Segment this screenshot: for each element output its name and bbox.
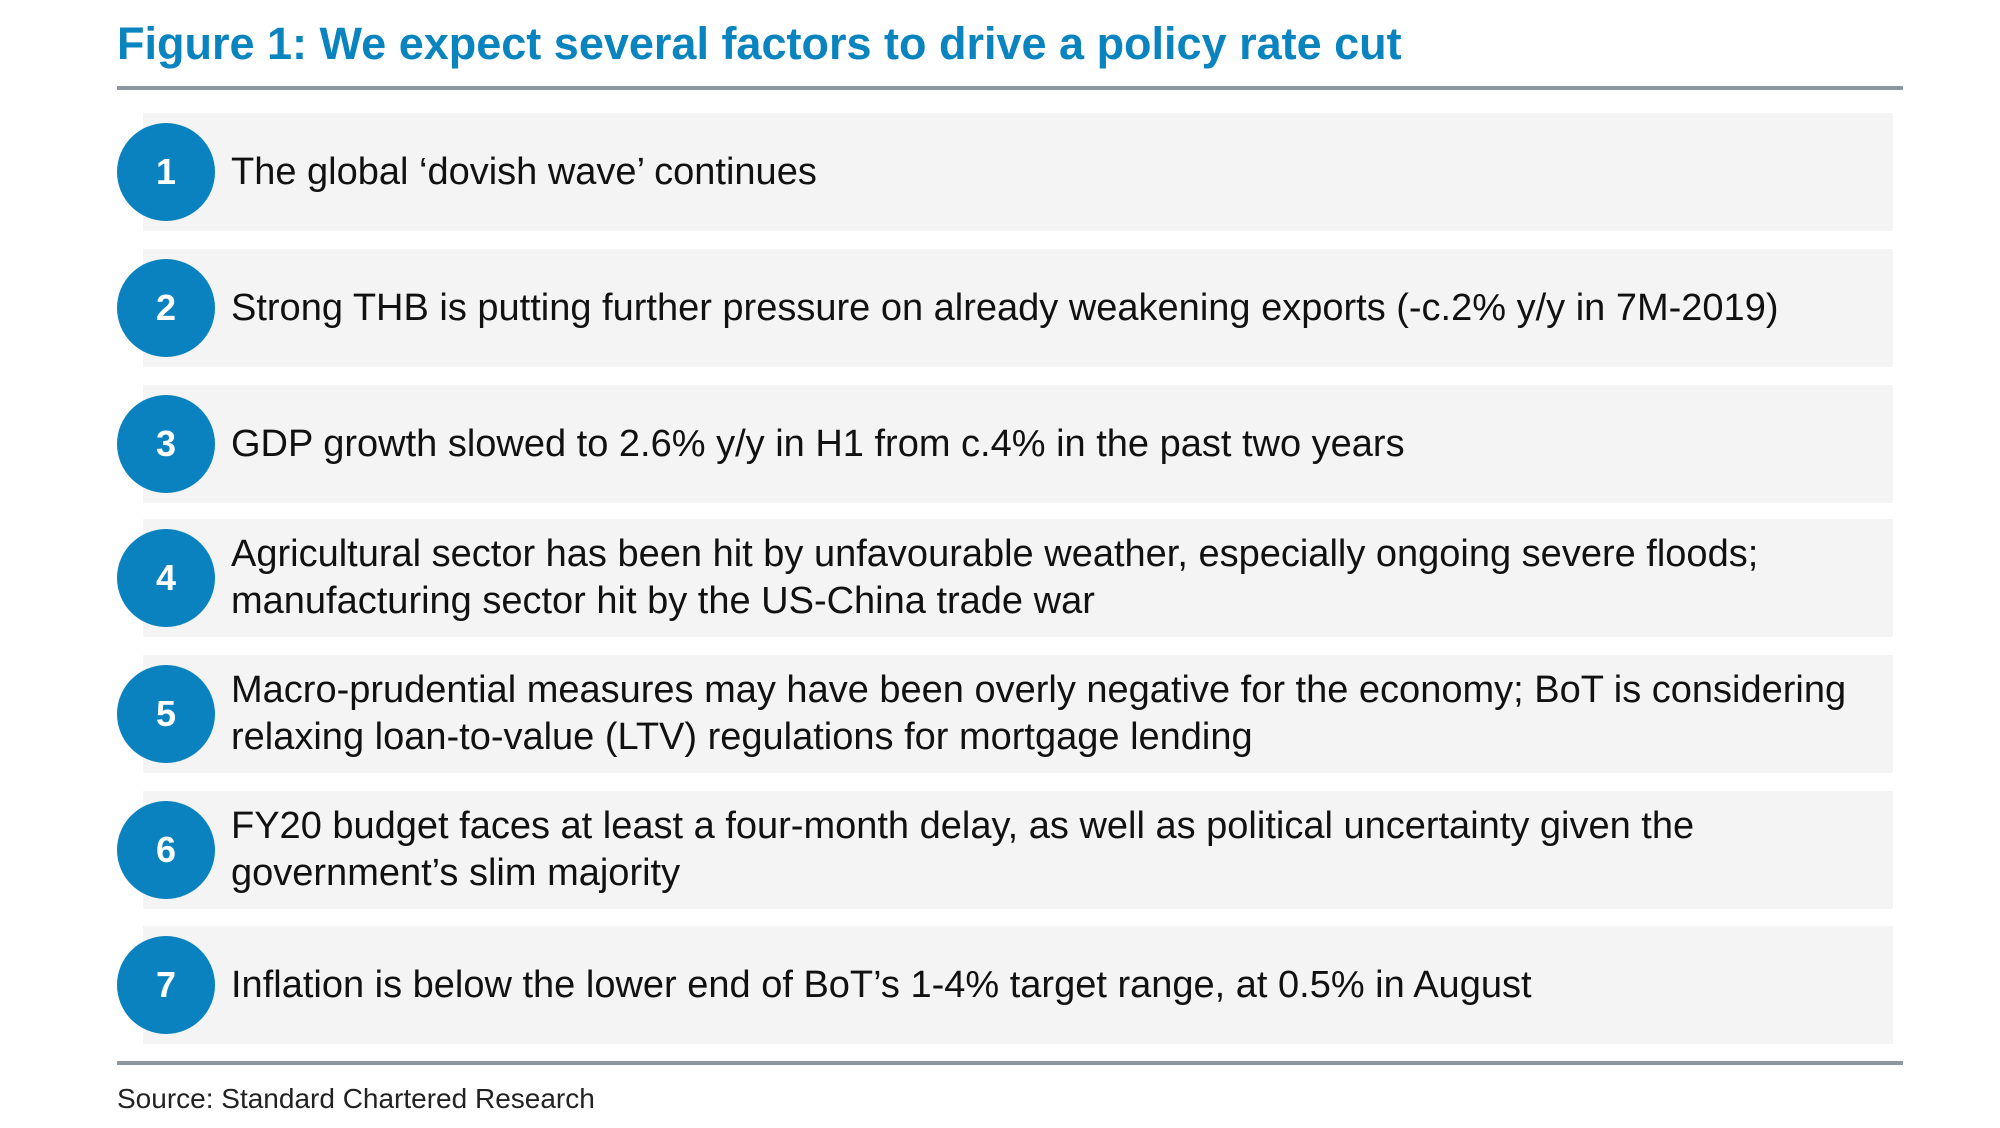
figure-title: Figure 1: We expect several factors to d…: [117, 18, 1402, 69]
top-divider: [117, 86, 1903, 90]
list-item: 2 Strong THB is putting further pressure…: [117, 249, 1893, 367]
item-background: [143, 249, 1893, 367]
item-text: Macro-prudential measures may have been …: [231, 655, 1863, 773]
item-text: GDP growth slowed to 2.6% y/y in H1 from…: [231, 385, 1863, 503]
number-badge: 1: [117, 123, 215, 221]
item-background: [143, 113, 1893, 231]
item-background: [143, 385, 1893, 503]
item-background: [143, 926, 1893, 1044]
item-text-content: GDP growth slowed to 2.6% y/y in H1 from…: [231, 422, 1405, 465]
number-badge: 5: [117, 665, 215, 763]
list-item: 4 Agricultural sector has been hit by un…: [117, 519, 1893, 637]
item-text-content: Strong THB is putting further pressure o…: [231, 286, 1779, 329]
item-text: FY20 budget faces at least a four-month …: [231, 791, 1863, 909]
list-item: 7 Inflation is below the lower end of Bo…: [117, 926, 1893, 1044]
bottom-divider: [117, 1061, 1903, 1065]
list-item: 5 Macro-prudential measures may have bee…: [117, 655, 1893, 773]
number-badge: 3: [117, 395, 215, 493]
item-text-content: Macro-prudential measures may have been …: [231, 669, 1847, 758]
list-item: 1 The global ‘dovish wave’ continues: [117, 113, 1893, 231]
number-badge: 2: [117, 259, 215, 357]
item-text-content: Inflation is below the lower end of BoT’…: [231, 963, 1532, 1006]
item-text-content: Agricultural sector has been hit by unfa…: [231, 533, 1759, 622]
item-text: Agricultural sector has been hit by unfa…: [231, 519, 1863, 637]
item-background: [143, 791, 1893, 909]
number-badge: 4: [117, 529, 215, 627]
item-background: [143, 519, 1893, 637]
source-note: Source: Standard Chartered Research: [117, 1083, 595, 1114]
item-text: Inflation is below the lower end of BoT’…: [231, 926, 1863, 1044]
list-item: 3 GDP growth slowed to 2.6% y/y in H1 fr…: [117, 385, 1893, 503]
item-text-content: FY20 budget faces at least a four-month …: [231, 805, 1695, 894]
list-item: 6 FY20 budget faces at least a four-mont…: [117, 791, 1893, 909]
item-background: [143, 655, 1893, 773]
number-badge: 6: [117, 801, 215, 899]
item-text: The global ‘dovish wave’ continues: [231, 113, 1863, 231]
item-text: Strong THB is putting further pressure o…: [231, 249, 1863, 367]
item-text-content: The global ‘dovish wave’ continues: [231, 150, 817, 193]
number-badge: 7: [117, 936, 215, 1034]
